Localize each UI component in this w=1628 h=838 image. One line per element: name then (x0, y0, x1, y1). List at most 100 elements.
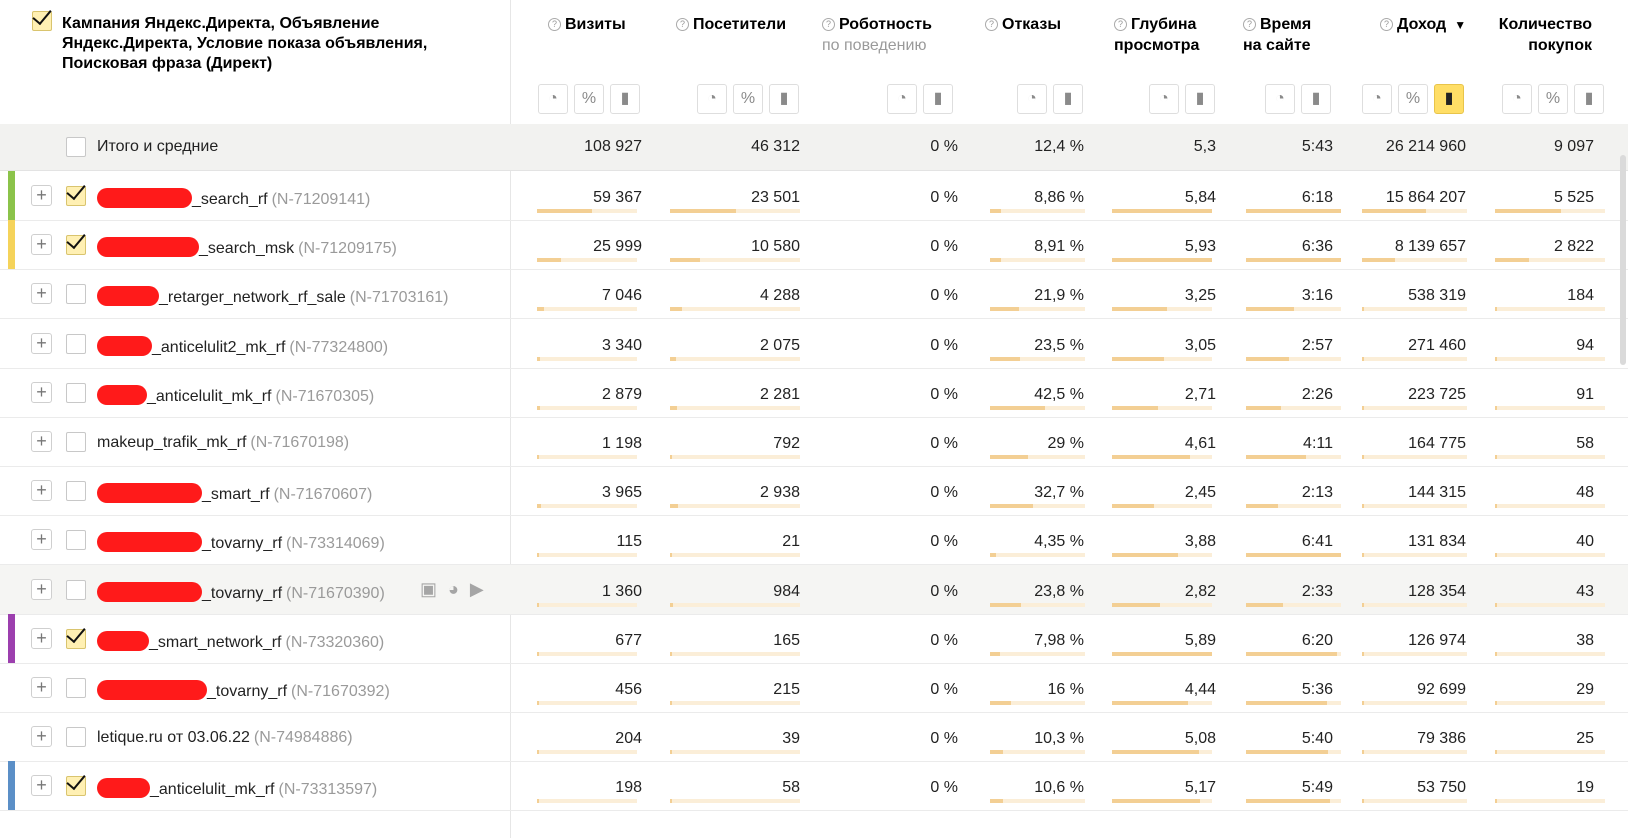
row-checkbox[interactable] (66, 186, 86, 206)
play-icon[interactable]: ▶ (469, 578, 484, 599)
row-checkbox[interactable] (66, 432, 86, 452)
table-row[interactable]: + _smart_network_rf (N-73320360) 677 165 0 % 7… (0, 613, 1628, 664)
metric-header-6[interactable]: ? Время на сайте (1243, 14, 1311, 56)
bar-chart-icon[interactable]: ▮ (1434, 84, 1464, 114)
row-checkbox[interactable] (66, 776, 86, 797)
row-name[interactable]: _anticelulit_mk_rf (N-73313597) (97, 778, 377, 799)
table-row[interactable]: + _anticelulit_mk_rf (N-71670305) 2 879 2 28… (0, 368, 1628, 418)
bar-chart-icon[interactable]: ▮ (1053, 84, 1083, 114)
expand-button[interactable]: + (31, 627, 52, 649)
expand-button[interactable]: + (31, 480, 52, 502)
bar-chart-icon[interactable]: ▮ (1185, 84, 1215, 114)
pie-chart-icon[interactable]: ◔ (1265, 84, 1295, 114)
metric-header-4[interactable]: ? Отказы (985, 14, 1061, 35)
expand-button[interactable]: + (31, 529, 52, 551)
table-row[interactable]: + _tovarny_rf (N-73314069) 115 21 0 % 4,35 % 3,… (0, 515, 1628, 566)
expand-button[interactable]: + (31, 234, 52, 256)
row-checkbox[interactable] (66, 284, 86, 305)
row-checkbox[interactable] (66, 333, 86, 354)
row-checkbox[interactable] (66, 382, 86, 403)
row-checkbox[interactable] (66, 481, 86, 502)
sort-arrow-icon[interactable]: ▼ (1454, 18, 1467, 32)
bar-chart-icon[interactable]: ▮ (1574, 84, 1604, 114)
table-row[interactable]: + _anticelulit2_mk_rf (N-77324800) 3 340 2 0… (0, 319, 1628, 369)
row-checkbox[interactable] (66, 678, 86, 698)
row-name[interactable]: _anticelulit_mk_rf (N-71670305) (97, 384, 374, 406)
table-row[interactable]: + _retarger_network_rf_sale (N-71703161) 7 … (0, 269, 1628, 320)
percent-icon[interactable]: % (733, 84, 763, 114)
select-all-checkbox[interactable] (32, 11, 52, 31)
help-icon[interactable]: ? (1243, 18, 1256, 31)
row-checkbox[interactable] (66, 727, 86, 748)
metric-header-2[interactable]: ? Посетители (676, 14, 786, 35)
row-checkbox[interactable] (66, 137, 86, 157)
row-name[interactable]: _search_msk (N-71209175) (97, 237, 397, 258)
bar-chart-icon[interactable]: ▮ (769, 84, 799, 114)
pie-chart-icon[interactable]: ◔ (1502, 84, 1532, 114)
row-name[interactable]: _smart_network_rf (N-73320360) (97, 630, 384, 652)
help-icon[interactable]: ? (985, 18, 998, 31)
row-name[interactable]: _tovarny_rf (N-71670392) (97, 680, 390, 701)
metric-header-1[interactable]: ? Визиты (548, 14, 626, 35)
table-row[interactable]: + _anticelulit_mk_rf (N-73313597) 198 58 0 % 1… (0, 761, 1628, 812)
pie-chart-icon[interactable]: ◔ (1149, 84, 1179, 114)
pie-chart-icon[interactable]: ◔ (887, 84, 917, 114)
percent-icon[interactable]: % (1398, 84, 1428, 114)
percent-icon[interactable]: % (1538, 84, 1568, 114)
row-name[interactable]: _tovarny_rf (N-71670390) (97, 581, 385, 603)
pie-chart-icon[interactable]: ◔ (1017, 84, 1047, 114)
expand-button[interactable]: + (31, 283, 52, 305)
metric-header-7[interactable]: ? Доход ▼ (1380, 14, 1466, 36)
table-row[interactable]: + _tovarny_rf (N-71670392) 456 215 0 % 16 % 4,4… (0, 663, 1628, 713)
row-name[interactable]: _retarger_network_rf_sale (N-71703161) (97, 286, 449, 307)
vertical-scrollbar[interactable] (1620, 155, 1626, 365)
table-row[interactable]: + _tovarny_rf (N-71670390) 1 360 984 0 % 23,8 … (0, 564, 1628, 615)
expand-button[interactable]: + (31, 677, 52, 698)
help-icon[interactable]: ? (822, 18, 835, 31)
bar-chart-icon[interactable]: ▮ (923, 84, 953, 114)
expand-button[interactable]: + (31, 381, 52, 403)
row-checkbox[interactable] (66, 579, 86, 600)
dimension-header[interactable]: Кампания Яндекс.Директа, Объявление Янде… (62, 15, 428, 72)
expand-button[interactable]: + (31, 775, 52, 797)
expand-button[interactable]: + (31, 431, 52, 452)
row-name[interactable]: _tovarny_rf (N-73314069) (97, 532, 385, 553)
bar-chart-icon[interactable]: ▮ (1301, 84, 1331, 114)
pie-chart-icon[interactable]: ◔ (1362, 84, 1392, 114)
percent-icon[interactable]: % (574, 84, 604, 114)
metric-header-5[interactable]: ? Глубина просмотра (1114, 14, 1199, 56)
value-bar (1362, 405, 1467, 410)
row-checkbox[interactable] (66, 235, 86, 256)
value-bar (1246, 602, 1341, 607)
row-name[interactable]: _search_rf (N-71209141) (97, 188, 370, 209)
row-name[interactable]: makeup_trafik_mk_rf (N-71670198) (97, 434, 349, 452)
table-row[interactable]: + _search_msk (N-71209175) 25 999 10 580 0 % 8… (0, 220, 1628, 271)
row-checkbox[interactable] (66, 530, 86, 551)
bar-chart-icon[interactable]: ▮ (610, 84, 640, 114)
table-row[interactable]: + makeup_trafik_mk_rf (N-71670198) 1 198 792… (0, 417, 1628, 467)
help-icon[interactable]: ? (1380, 18, 1393, 31)
table-row[interactable]: + _search_rf (N-71209141) 59 367 23 501 0 % 8,… (0, 171, 1628, 221)
help-icon[interactable]: ? (676, 18, 689, 31)
metric-header-3[interactable]: ? Роботность по поведению (822, 14, 932, 56)
expand-button[interactable]: + (31, 578, 52, 600)
row-name[interactable]: letique.ru от 03.06.22 (N-74984886) (97, 729, 353, 747)
table-row[interactable]: + letique.ru от 03.06.22 (N-74984886) 204 39… (0, 712, 1628, 763)
pie-chart-icon[interactable]: ◔ (697, 84, 727, 114)
metric-value: 8 139 657 (1394, 238, 1466, 256)
value-bar (537, 356, 637, 361)
table-row[interactable]: + _smart_rf (N-71670607) 3 965 2 938 0 % 32,7 … (0, 466, 1628, 517)
metric-value: 25 (1576, 730, 1594, 748)
row-name[interactable]: _anticelulit2_mk_rf (N-77324800) (97, 335, 388, 357)
expand-button[interactable]: + (31, 185, 52, 206)
save-icon[interactable]: ▣ (420, 578, 438, 599)
help-icon[interactable]: ? (1114, 18, 1127, 31)
help-icon[interactable]: ? (548, 18, 561, 31)
pie-chart-icon[interactable]: ◔ (538, 84, 568, 114)
row-checkbox[interactable] (66, 628, 86, 649)
chart-icon[interactable]: ◕ (448, 578, 459, 599)
expand-button[interactable]: + (31, 332, 52, 354)
expand-button[interactable]: + (31, 726, 52, 748)
row-name[interactable]: _smart_rf (N-71670607) (97, 483, 372, 504)
